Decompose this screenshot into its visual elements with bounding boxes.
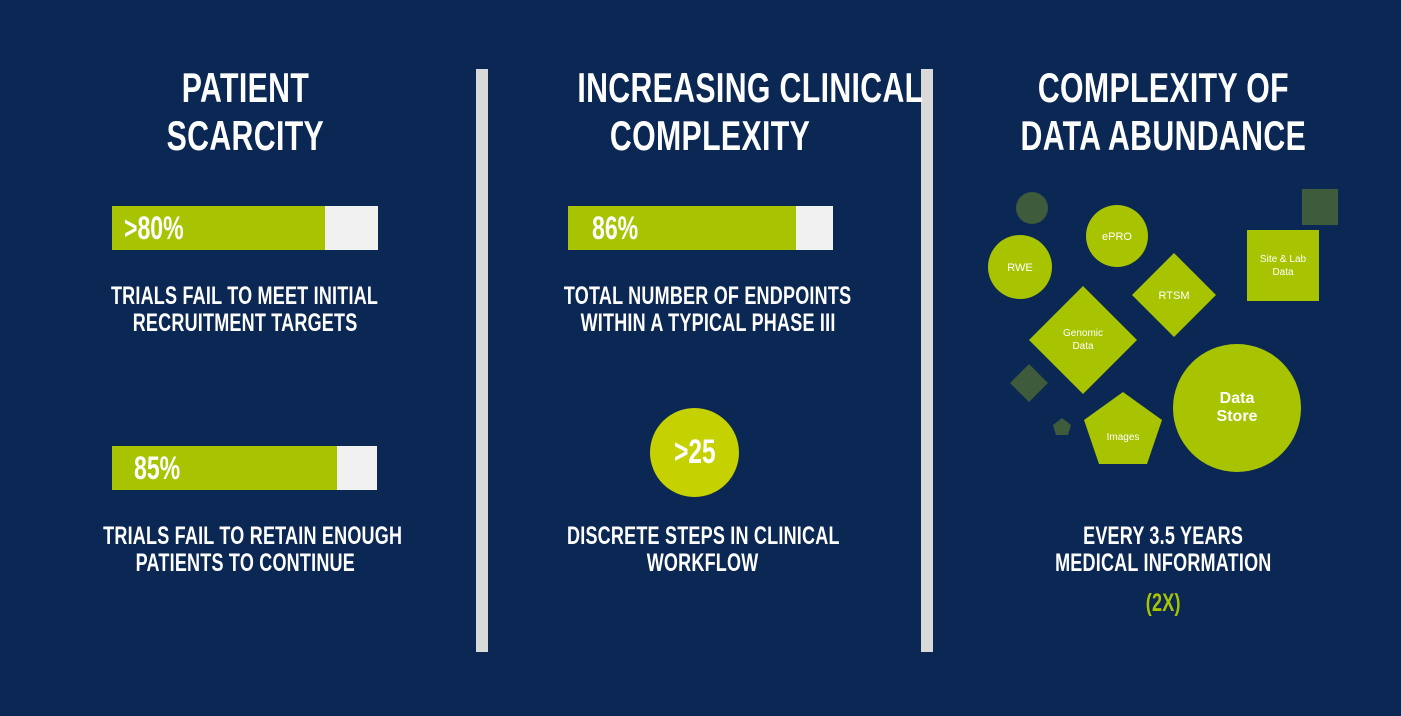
images-pentagon: Images [1084, 392, 1162, 464]
dark-square [1302, 189, 1338, 225]
images-label: Images [1107, 432, 1140, 443]
rtsm-diamond: RTSM [1132, 253, 1216, 337]
bar-fill [568, 206, 796, 250]
data-store-label-line1: Data [1220, 390, 1255, 407]
patient-scarcity-title: PATIENT SCARCITY [166, 64, 324, 159]
site-lab-label-line1: Site & Lab [1260, 254, 1307, 265]
endpoints-caption: TOTAL NUMBER OF ENDPOINTS WITHIN A TYPIC… [564, 282, 852, 337]
recruitment-fail-caption: TRIALS FAIL TO MEET INITIAL RECRUITMENT … [111, 282, 379, 337]
data-store-circle: Data Store [1173, 344, 1301, 472]
column-divider-left [476, 69, 488, 652]
site-lab-square: Site & Lab Data [1247, 230, 1319, 301]
small-dark-pentagon [1053, 418, 1071, 435]
doubling-highlight: (2X) [1145, 589, 1181, 617]
medical-information-caption: EVERY 3.5 YEARS MEDICAL INFORMATION [1054, 522, 1272, 577]
bar-fill [112, 446, 338, 490]
epro-circle: ePRO [1086, 205, 1148, 267]
small-dark-circle [1016, 192, 1048, 224]
site-lab-label-line2: Data [1272, 267, 1294, 278]
retention-fail-bar: 85% [112, 446, 377, 490]
column-divider-right [921, 69, 933, 652]
rtsm-label: RTSM [1159, 290, 1190, 302]
genomic-diamond: Genomic Data [1029, 286, 1137, 394]
endpoints-bar: 86% [568, 206, 833, 250]
clinical-complexity-title: INCREASING CLINICAL COMPLEXITY [577, 64, 924, 159]
recruitment-fail-bar: >80% [112, 206, 378, 250]
bar-value-label: >80% [124, 210, 184, 246]
workflow-steps-badge: >25 [650, 408, 739, 497]
genomic-label-line1: Genomic [1063, 328, 1103, 339]
genomic-label-line2: Data [1072, 341, 1094, 352]
rwe-label: RWE [1007, 262, 1032, 274]
rwe-circle: RWE [988, 235, 1052, 299]
bar-fill [112, 206, 325, 250]
epro-label: ePRO [1102, 231, 1132, 243]
retention-fail-caption: TRIALS FAIL TO RETAIN ENOUGH PATIENTS TO… [103, 522, 403, 577]
bar-value-label: 85% [134, 450, 181, 486]
data-abundance-title: COMPLEXITY OF DATA ABUNDANCE [1020, 64, 1306, 159]
bar-value-label: 86% [592, 210, 639, 246]
data-store-label-line2: Store [1217, 408, 1258, 425]
workflow-steps-caption: DISCRETE STEPS IN CLINICAL WORKFLOW [566, 522, 840, 577]
dark-diamond [1010, 364, 1048, 402]
